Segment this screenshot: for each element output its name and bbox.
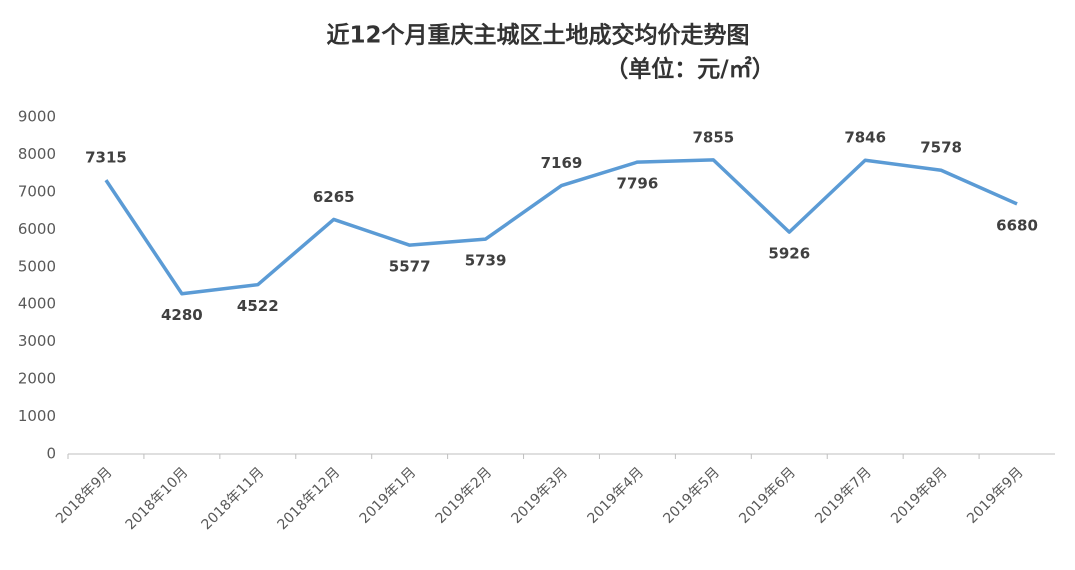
x-tick-label: 2019年3月 bbox=[509, 464, 572, 527]
chart-subtitle: （单位：元/㎡） bbox=[605, 56, 774, 83]
y-tick-label: 0 bbox=[46, 445, 56, 463]
data-label: 5577 bbox=[389, 258, 431, 276]
x-tick-label: 2018年12月 bbox=[274, 464, 343, 533]
y-tick-label: 2000 bbox=[18, 370, 56, 388]
x-tick-label: 2019年9月 bbox=[964, 464, 1027, 527]
x-tick-label: 2018年9月 bbox=[53, 464, 116, 527]
data-label: 7578 bbox=[920, 139, 962, 157]
y-tick-label: 9000 bbox=[18, 108, 56, 126]
y-tick-label: 8000 bbox=[18, 145, 56, 163]
data-label: 7796 bbox=[617, 175, 659, 193]
x-tick-label: 2018年11月 bbox=[199, 464, 268, 533]
data-label: 4280 bbox=[161, 306, 203, 324]
data-label: 6265 bbox=[313, 188, 355, 206]
x-tick-label: 2019年6月 bbox=[736, 464, 799, 527]
x-tick-label: 2019年5月 bbox=[660, 464, 723, 527]
x-tick-label: 2019年7月 bbox=[812, 464, 875, 527]
x-tick-label: 2018年10月 bbox=[123, 464, 192, 533]
x-tick-label: 2019年8月 bbox=[888, 464, 951, 527]
data-label: 6680 bbox=[996, 216, 1038, 234]
data-label: 7315 bbox=[85, 149, 127, 167]
data-label: 5926 bbox=[768, 245, 810, 263]
x-tick-label: 2019年2月 bbox=[433, 464, 496, 527]
y-tick-label: 3000 bbox=[18, 332, 56, 350]
y-tick-label: 1000 bbox=[18, 407, 56, 425]
y-tick-label: 7000 bbox=[18, 182, 56, 200]
y-tick-label: 5000 bbox=[18, 257, 56, 275]
data-label: 4522 bbox=[237, 297, 279, 315]
data-label: 7855 bbox=[692, 128, 734, 146]
y-tick-label: 4000 bbox=[18, 295, 56, 313]
data-label: 7169 bbox=[541, 154, 583, 172]
data-label: 7846 bbox=[844, 129, 886, 147]
data-line bbox=[104, 158, 1018, 296]
x-tick-label: 2019年1月 bbox=[357, 464, 420, 527]
data-label: 5739 bbox=[465, 252, 507, 270]
x-tick-label: 2019年4月 bbox=[584, 464, 647, 527]
chart-title: 近12个月重庆主城区土地成交均价走势图 bbox=[326, 22, 749, 49]
y-tick-label: 6000 bbox=[18, 220, 56, 238]
